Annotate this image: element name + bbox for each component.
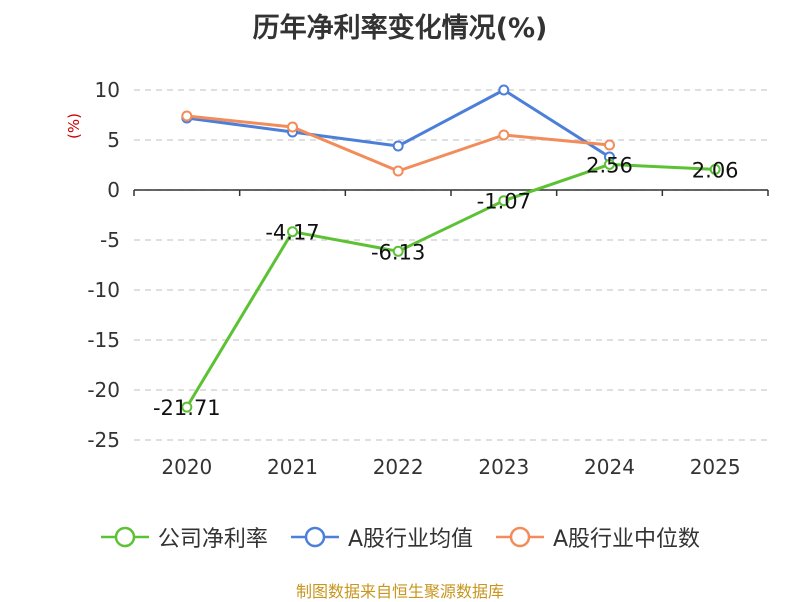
- data-label: -4.17: [265, 221, 319, 245]
- legend-label: A股行业中位数: [553, 527, 701, 552]
- legend-swatch-icon: [290, 526, 339, 548]
- grid-lines: [134, 89, 768, 441]
- data-point: [181, 110, 193, 122]
- legend-item: A股行业均值: [290, 521, 473, 553]
- legend: 公司净利率 A股行业均值 A股行业中位数: [0, 520, 800, 554]
- y-tick-label: 0: [107, 178, 120, 202]
- x-tick-label: 2022: [373, 455, 424, 479]
- source-note: 制图数据来自恒生聚源数据库: [295, 582, 504, 601]
- legend-label: A股行业均值: [347, 527, 473, 552]
- data-point: [709, 163, 721, 175]
- y-tick-label: -5: [100, 228, 120, 252]
- x-tick-label: 2025: [690, 455, 741, 479]
- data-point: [498, 84, 510, 96]
- data-point: [392, 165, 404, 177]
- axes: 10 5 0 -5 -10 -15 -20 -25 (%) 2020 2021 2022 2023 202…: [65, 78, 769, 479]
- data-point: [181, 401, 193, 413]
- x-tick-label: 2024: [584, 455, 635, 479]
- data-point: [604, 158, 615, 170]
- legend-item: A股行业中位数: [495, 521, 700, 553]
- y-axis-title: (%): [65, 113, 83, 139]
- y-tick-label: -25: [87, 428, 120, 452]
- data-label: -6.13: [371, 240, 425, 264]
- x-tick-label: 2021: [267, 455, 318, 479]
- legend-swatch-icon: [496, 526, 544, 548]
- y-tick-label: 10: [95, 78, 120, 102]
- data-point: [498, 129, 510, 141]
- data-point: [498, 195, 510, 207]
- y-tick-label: 5: [107, 128, 120, 152]
- data-point: [392, 140, 404, 152]
- data-point: [287, 121, 298, 133]
- x-tick-label: 2023: [478, 455, 529, 479]
- y-tick-label: -10: [87, 278, 120, 302]
- data-labels: -21.71 -4.17 -6.13 -1.07 2.56 2.06: [153, 153, 739, 420]
- data-label: -21.71: [153, 396, 221, 420]
- data-label: 2.56: [586, 153, 633, 177]
- x-tick-label: 2020: [161, 455, 212, 479]
- data-point: [287, 226, 298, 238]
- data-point: [604, 139, 615, 151]
- data-label: -1.07: [477, 190, 531, 214]
- y-tick-label: -20: [87, 378, 120, 402]
- legend-swatch-icon: [100, 526, 149, 548]
- data-label: 2.06: [692, 158, 739, 182]
- chart-title: 历年净利率变化情况(%): [252, 13, 548, 44]
- legend-label: 公司净利率: [157, 527, 268, 552]
- series-line-0: [185, 162, 716, 408]
- series-lines: [181, 84, 721, 413]
- y-tick-label: -15: [87, 328, 120, 352]
- legend-item: 公司净利率: [100, 521, 268, 553]
- data-point: [392, 245, 404, 257]
